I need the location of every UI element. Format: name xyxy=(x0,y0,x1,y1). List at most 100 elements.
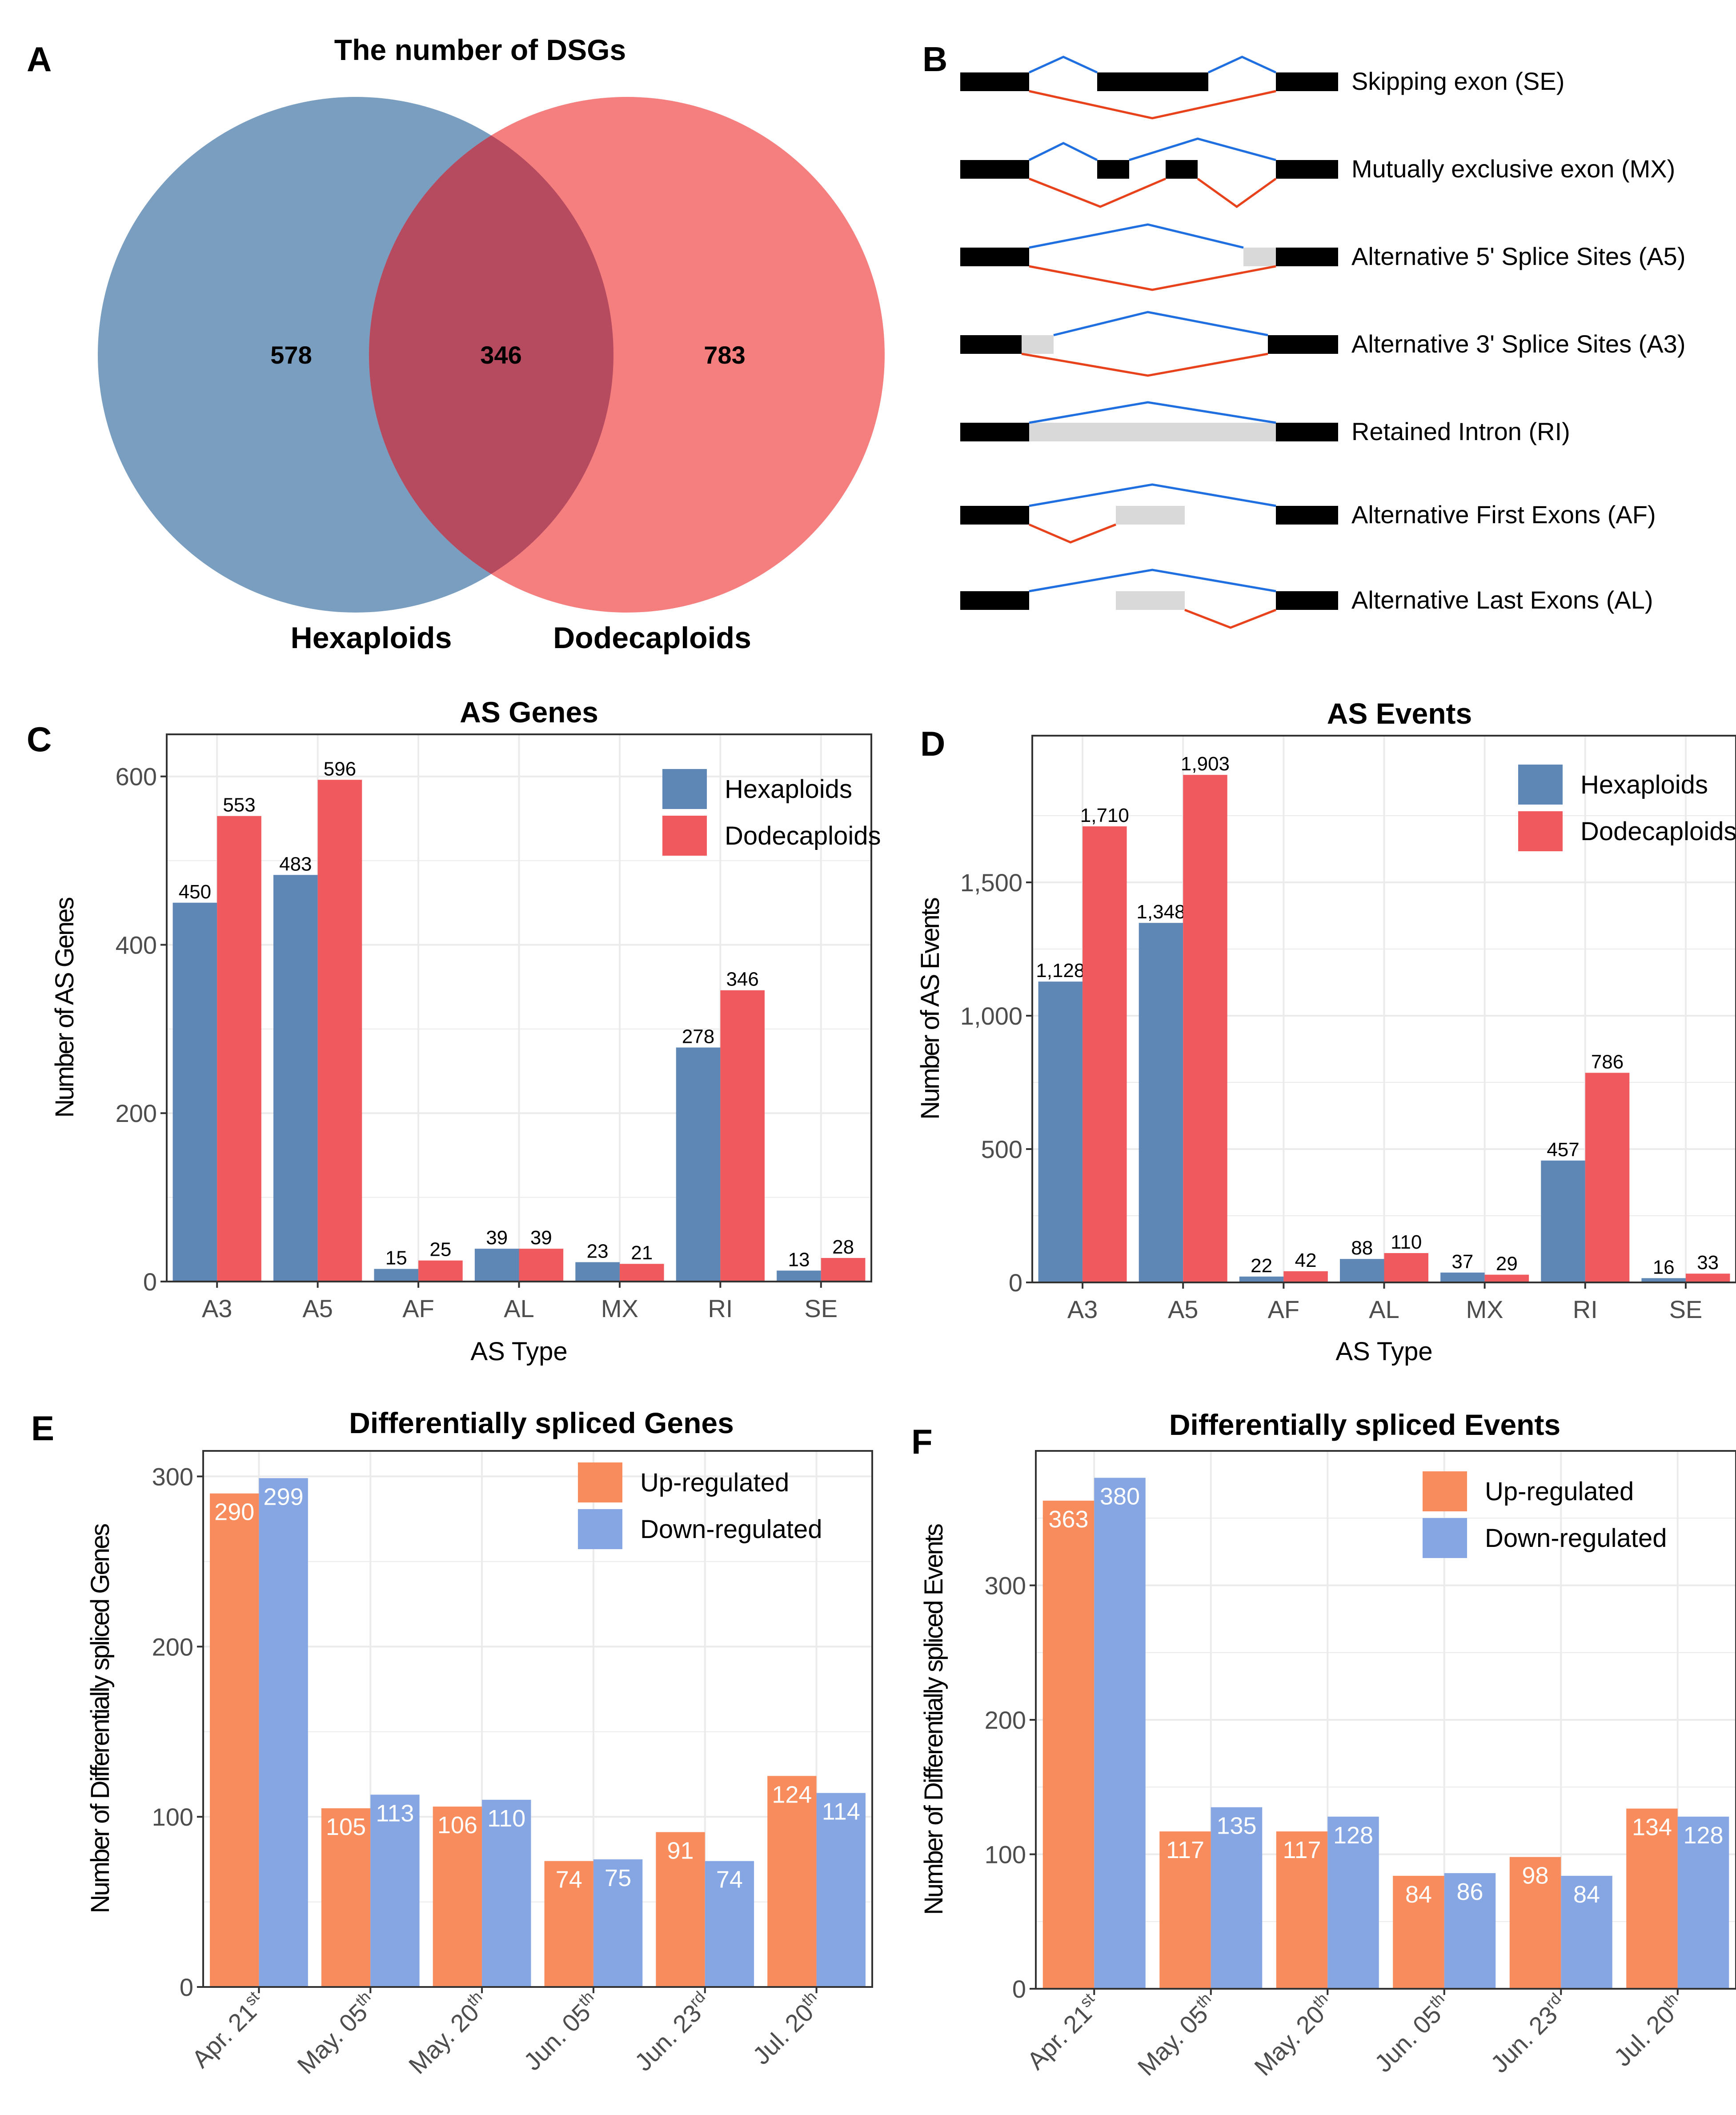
y-tick-label: 200 xyxy=(152,1633,193,1661)
y-tick-label: 200 xyxy=(985,1706,1026,1734)
legend-label: Dodecaploids xyxy=(725,821,881,850)
x-tick-label: MX xyxy=(601,1294,638,1322)
legend-label: Dodecaploids xyxy=(1580,817,1736,846)
x-tick-label: May. 20th xyxy=(402,1987,494,2079)
y-tick-label: 400 xyxy=(116,931,157,959)
x-tick-label: Jun. 05th xyxy=(1368,1989,1456,2078)
legend-key xyxy=(578,1462,622,1502)
y-tick-label: 1,500 xyxy=(960,869,1022,897)
schematic-se: Skipping exon (SE) xyxy=(960,56,1564,120)
data-label: 91 xyxy=(667,1838,694,1864)
x-tick-label: AL xyxy=(1369,1295,1399,1323)
data-label: 450 xyxy=(179,881,211,903)
exclusion-junction xyxy=(1029,177,1166,208)
y-axis-label: Number of AS Events xyxy=(916,898,945,1119)
panel-label-e: E xyxy=(31,1409,54,1448)
inclusion-junction xyxy=(1129,137,1276,161)
bar-hexaploids xyxy=(676,1047,721,1282)
y-axis-label: Number of AS Genes xyxy=(50,897,79,1118)
bar-dodecaploids xyxy=(317,780,362,1282)
schematic-al: Alternative Last Exons (AL) xyxy=(960,569,1653,629)
bar-down-regulated xyxy=(482,1799,531,1987)
bar-dodecaploids xyxy=(1082,826,1127,1282)
data-label: 33 xyxy=(1697,1252,1719,1274)
inclusion-junction xyxy=(1029,223,1244,249)
legend-label: Hexaploids xyxy=(1580,770,1708,799)
bar-up-regulated xyxy=(656,1832,705,1987)
chart-title: AS Genes xyxy=(460,696,598,729)
data-label: 483 xyxy=(279,853,312,875)
schematic-a5: Alternative 5' Splice Sites (A5) xyxy=(960,223,1685,291)
bar-down-regulated xyxy=(1561,1875,1612,1989)
bar-up-regulated xyxy=(210,1493,259,1987)
bar-dodecaploids xyxy=(418,1260,463,1282)
data-label: 457 xyxy=(1547,1139,1579,1161)
data-label: 278 xyxy=(682,1026,714,1048)
as-type-label-af: Alternative First Exons (AF) xyxy=(1351,501,1656,529)
y-tick-label: 600 xyxy=(116,763,157,791)
bar-hexaploids xyxy=(1641,1278,1686,1282)
y-tick-label: 1,000 xyxy=(960,1002,1022,1030)
exclusion-junction xyxy=(1184,609,1276,629)
bar-hexaploids xyxy=(172,902,217,1282)
bar-down-regulated xyxy=(1211,1807,1263,1989)
bar-up-regulated xyxy=(1626,1808,1678,1989)
exon-block xyxy=(1097,72,1208,91)
x-tick-label: RI xyxy=(708,1294,733,1322)
bar-down-regulated xyxy=(1677,1816,1729,1989)
x-tick-label: Jun. 05th xyxy=(517,1987,605,2076)
bar-up-regulated xyxy=(1159,1831,1211,1989)
y-tick-label: 100 xyxy=(152,1803,193,1831)
legend-label: Hexaploids xyxy=(725,775,852,804)
panel-label-d: D xyxy=(920,724,945,763)
data-label: 37 xyxy=(1451,1251,1473,1273)
bar-dodecaploids xyxy=(217,816,261,1282)
x-tick-label: A3 xyxy=(202,1294,233,1322)
x-tick-label: Apr. 21st xyxy=(1020,1989,1106,2075)
data-label: 39 xyxy=(530,1227,552,1249)
chart-title: AS Events xyxy=(1327,697,1472,730)
data-label: 1,903 xyxy=(1181,753,1230,775)
data-label: 84 xyxy=(1573,1881,1600,1908)
schematic-af: Alternative First Exons (AF) xyxy=(960,483,1656,544)
bar-dodecaploids xyxy=(1585,1073,1630,1282)
data-label: 25 xyxy=(429,1239,451,1261)
bar-up-regulated xyxy=(1276,1831,1328,1989)
exon-block xyxy=(960,423,1029,441)
legend-key xyxy=(1423,1471,1467,1511)
bar-hexaploids xyxy=(1139,923,1183,1282)
exclusion-junction xyxy=(1029,90,1276,120)
y-tick-label: 100 xyxy=(985,1841,1026,1869)
data-label: 29 xyxy=(1496,1253,1518,1275)
bar-up-regulated xyxy=(1509,1857,1561,1989)
exon-block xyxy=(960,160,1029,179)
bar-hexaploids xyxy=(575,1262,620,1282)
data-label: 28 xyxy=(832,1236,854,1258)
exon-block xyxy=(1276,72,1338,91)
data-label: 117 xyxy=(1166,1837,1204,1863)
alternative-region xyxy=(1116,591,1185,610)
exon-block xyxy=(960,335,1022,354)
chart-as-genes: AS Genes 450 483 15 39 23 278 13 553 596 25 39 21 346… xyxy=(50,696,881,1366)
bar-up-regulated xyxy=(1042,1500,1095,1989)
bar-up-regulated xyxy=(321,1808,371,1987)
venn-label-dodecaploids: Dodecaploids xyxy=(553,621,751,655)
chart-title: Differentially spliced Events xyxy=(1169,1408,1560,1441)
exclusion-junction xyxy=(1029,523,1116,544)
venn-overlap-region xyxy=(369,97,613,613)
bar-down-regulated xyxy=(1327,1816,1379,1989)
schematic-a3: Alternative 3' Splice Sites (A3) xyxy=(960,311,1685,377)
x-tick-label: SE xyxy=(804,1294,838,1322)
data-label: 110 xyxy=(487,1805,525,1832)
bar-down-regulated xyxy=(370,1795,420,1987)
data-label: 84 xyxy=(1405,1881,1432,1908)
x-tick-label: AL xyxy=(504,1294,534,1322)
plot-background xyxy=(203,1451,872,1987)
data-label: 290 xyxy=(214,1499,254,1526)
as-type-label-al: Alternative Last Exons (AL) xyxy=(1351,586,1653,614)
data-label: 21 xyxy=(631,1242,653,1264)
x-tick-label: AF xyxy=(1268,1295,1300,1323)
bar-hexaploids xyxy=(1541,1160,1585,1282)
bar-dodecaploids xyxy=(821,1258,866,1282)
data-label: 135 xyxy=(1216,1813,1256,1839)
